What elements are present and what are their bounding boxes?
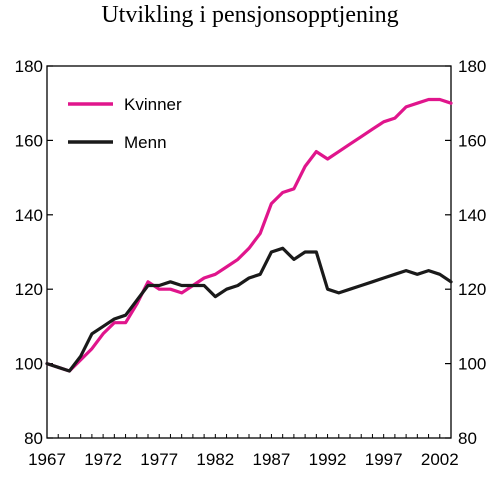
y-tick-label-left: 120	[15, 280, 43, 299]
series-line-menn	[45, 246, 453, 373]
y-tick-label-left: 140	[15, 206, 43, 225]
y-tick-label-right: 120	[458, 280, 486, 299]
y-tick-label-right: 140	[458, 206, 486, 225]
x-tick-label: 1967	[28, 450, 66, 469]
y-tick-label-left: 100	[15, 355, 43, 374]
y-tick-label-right: 100	[458, 355, 486, 374]
axes: 80 80 100 100 120 120 140 140 160 160 180 180 1967 19…	[15, 57, 487, 469]
y-tick-label-right: 180	[458, 57, 486, 76]
series-line-kvinner	[45, 97, 453, 373]
y-tick-label-left: 160	[15, 131, 43, 150]
y-tick-label-right: 160	[458, 131, 486, 150]
y-tick-label-left: 180	[15, 57, 43, 76]
x-tick-label: 1972	[84, 450, 122, 469]
legend-label-kvinner: Kvinner	[124, 95, 182, 114]
x-tick-label: 2002	[421, 450, 459, 469]
legend: Kvinner Menn	[68, 95, 182, 152]
y-tick-label-right: 80	[458, 429, 477, 448]
x-tick-label: 1982	[196, 450, 234, 469]
legend-label-menn: Menn	[124, 133, 167, 152]
series-lines	[45, 97, 453, 373]
x-tick-label: 1992	[309, 450, 347, 469]
y-tick-label-left: 80	[24, 429, 43, 448]
chart-title: Utvikling i pensjonsopptjening	[101, 2, 399, 28]
x-tick-label: 1977	[140, 450, 178, 469]
x-tick-label: 1997	[365, 450, 403, 469]
x-tick-label: 1987	[253, 450, 291, 469]
plot-frame	[46, 65, 452, 439]
